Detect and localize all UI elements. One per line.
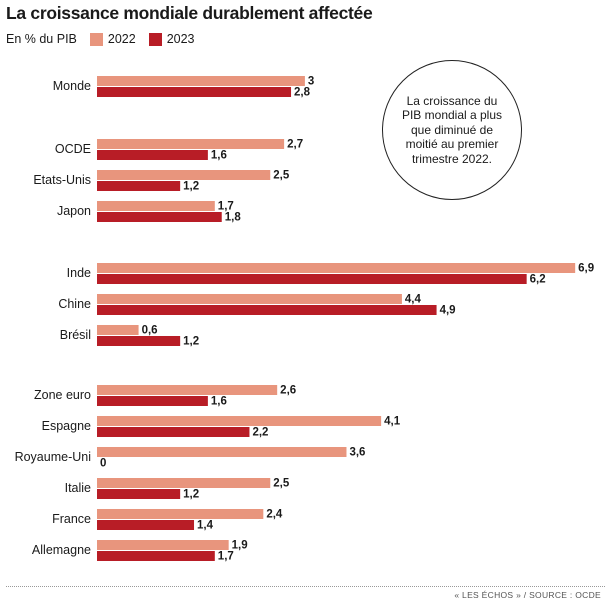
category-label-inde: Inde [67,266,91,280]
value-label-2023-italie: 1,2 [183,489,199,501]
value-label-2022-chine: 4,4 [405,294,422,306]
bar-2022-allemagne [97,540,229,550]
bar-2022-italie [97,478,271,488]
value-label-2022-monde: 3 [308,76,314,88]
category-label-japon: Japon [57,204,91,218]
value-label-2023-allemagne: 1,7 [218,551,234,563]
category-label-allemagne: Allemagne [32,543,91,557]
value-label-2023-monde: 2,8 [294,87,311,99]
bar-2022-japon [97,201,215,211]
bar-2023-monde [97,87,292,97]
bar-2022-france [97,509,264,519]
bar-2022-bresil [97,325,139,335]
bar-2023-espagne [97,427,250,437]
value-label-2023-ocde: 1,6 [211,150,227,162]
bar-2023-ocde [97,150,208,160]
value-label-2022-japon: 1,7 [218,201,234,213]
category-label-italie: Italie [65,481,91,495]
bar-2023-japon [97,212,222,222]
legend: En % du PIB 2022 2023 [6,32,195,46]
bar-2023-chine [97,305,437,315]
value-label-2022-inde: 6,9 [578,263,594,275]
value-label-2022-bresil: 0,6 [142,325,158,337]
value-label-2022-italie: 2,5 [273,478,290,490]
bar-2023-etats-unis [97,181,181,191]
value-label-2023-royaume-uni: 0 [100,458,106,470]
category-label-ocde: OCDE [55,142,91,156]
bar-2022-zone-euro [97,385,278,395]
value-label-2022-allemagne: 1,9 [232,540,248,552]
bar-2022-royaume-uni [97,447,347,457]
value-label-2022-etats-unis: 2,5 [273,170,290,182]
category-label-monde: Monde [53,79,91,93]
category-label-royaume-uni: Royaume-Uni [15,450,91,464]
footer-rule [6,586,605,587]
source-note: « LES ÉCHOS » / SOURCE : OCDE [454,590,601,600]
value-label-2023-inde: 6,2 [530,274,546,286]
legend-swatch-2023 [148,32,162,46]
category-label-france: France [52,512,91,526]
unit-label: En % du PIB [6,32,77,46]
value-label-2023-chine: 4,9 [440,305,456,317]
bar-2022-etats-unis [97,170,271,180]
bar-2023-inde [97,274,527,284]
bar-2022-chine [97,294,402,304]
bar-2023-zone-euro [97,396,208,406]
callout-circle: La croissance du PIB mondial a plus que … [382,60,522,200]
value-label-2023-bresil: 1,2 [183,336,199,348]
category-label-espagne: Espagne [42,419,91,433]
bar-2022-monde [97,76,305,86]
bar-2022-inde [97,263,576,273]
value-label-2022-royaume-uni: 3,6 [349,447,365,459]
category-label-zone-euro: Zone euro [34,388,91,402]
bar-2023-france [97,520,195,530]
value-label-2022-espagne: 4,1 [384,416,401,428]
legend-label-2022: 2022 [107,32,136,46]
legend-swatch-2022 [89,32,103,46]
value-label-2023-espagne: 2,2 [252,427,268,439]
value-label-2022-france: 2,4 [266,509,283,521]
bar-2023-italie [97,489,181,499]
bar-2023-allemagne [97,551,215,561]
value-label-2023-etats-unis: 1,2 [183,181,199,193]
bar-2022-espagne [97,416,382,426]
value-label-2023-zone-euro: 1,6 [211,396,227,408]
category-label-bresil: Brésil [60,328,91,342]
value-label-2022-zone-euro: 2,6 [280,385,296,397]
chart-title: La croissance mondiale durablement affec… [6,3,373,23]
bar-2022-ocde [97,139,285,149]
bar-2023-bresil [97,336,181,346]
value-label-2023-france: 1,4 [197,520,214,532]
value-label-2023-japon: 1,8 [225,212,242,224]
category-label-chine: Chine [58,297,91,311]
value-label-2022-ocde: 2,7 [287,139,303,151]
legend-label-2023: 2023 [166,32,195,46]
category-label-etats-unis: Etats-Unis [33,173,91,187]
callout-text: La croissance du PIB mondial a plus que … [401,93,503,166]
